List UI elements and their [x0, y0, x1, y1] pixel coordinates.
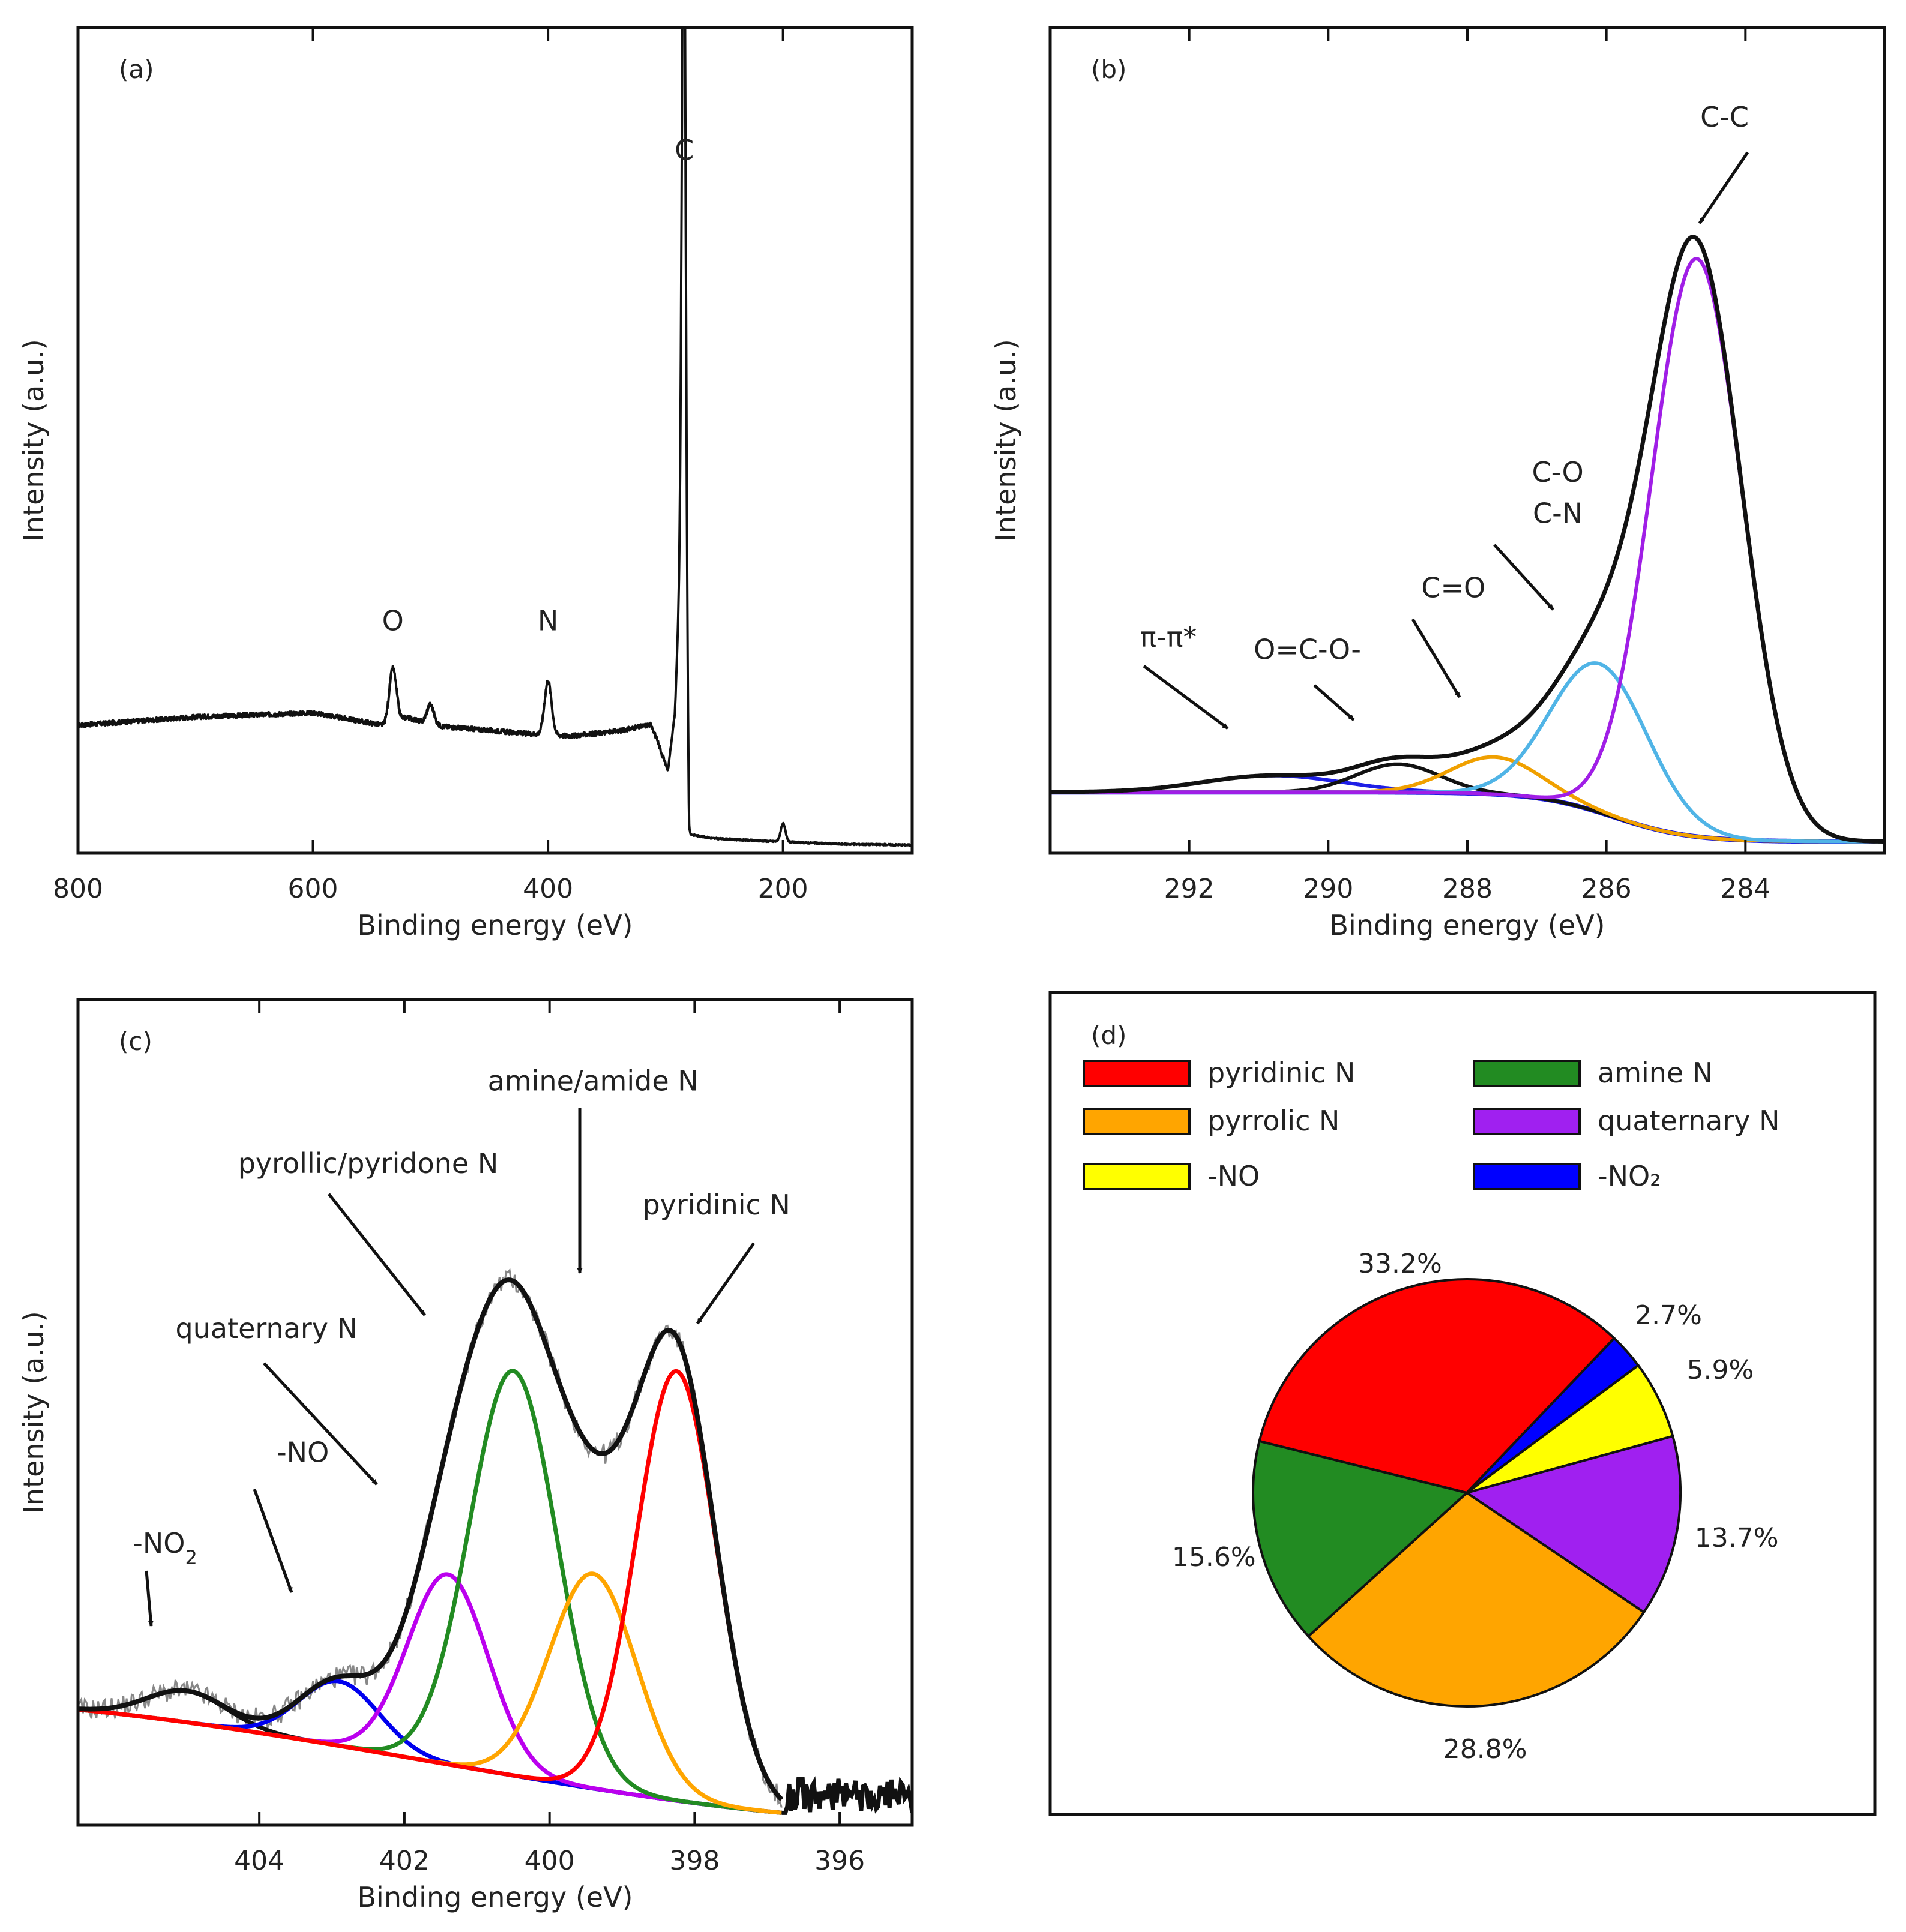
- arrow-no: [253, 1489, 293, 1593]
- panel-a-xtick-label: 600: [288, 874, 338, 904]
- panel-b-xtick-label: 286: [1581, 874, 1632, 904]
- pie-slice-2: [1466, 1364, 1674, 1494]
- arrow-o-c-o: [1313, 684, 1355, 721]
- panel-b-xtick-label: 290: [1303, 874, 1353, 904]
- arrow-pyridinic-n: [696, 1242, 756, 1325]
- legend-label-0: pyridinic N: [1207, 1057, 1355, 1089]
- legend-swatch-2: [1083, 1108, 1191, 1135]
- panel-b-c1s-spectrum: C-C C-O C-N C=O O=C-O-π-π* 292 290 288 286 284 (…: [990, 26, 1886, 941]
- legend-label-2: pyrrolic N: [1207, 1105, 1339, 1137]
- annot-amine-amide-n: amine/amide N: [488, 1064, 699, 1097]
- panel-c-xlabel: Binding energy (eV): [357, 1881, 633, 1913]
- annot-c-n: C-N: [1533, 497, 1583, 530]
- arrow-pyrollic-pyridone-n: [328, 1193, 426, 1316]
- panel-c-xtick-label: 398: [669, 1846, 720, 1876]
- panel-b-xtick-label: 288: [1442, 874, 1493, 904]
- legend-swatch-5: [1473, 1163, 1581, 1190]
- legend-label-3: quaternary N: [1598, 1105, 1780, 1137]
- peak-label-c: C: [675, 134, 694, 166]
- pie-pct-label-3: 13.7%: [1695, 1523, 1779, 1553]
- panel-a-tag: (a): [119, 55, 154, 84]
- arrow-quaternary-n: [263, 1362, 378, 1486]
- panel-c-ylabel: Intensity (a.u.): [17, 1311, 50, 1513]
- annot-quaternary-n: quaternary N: [176, 1312, 358, 1345]
- legend-swatch-3: [1473, 1108, 1581, 1135]
- arrow-pi-pi-star: [1143, 664, 1229, 730]
- panel-c-n1s-spectrum: amine/amide N pyrollic/pyridone N pyridini…: [17, 998, 914, 1913]
- annot-c-double-o: C=O: [1421, 571, 1485, 604]
- annot-pi-pi-star: π-π*: [1140, 621, 1197, 653]
- arrow-c-o: [1493, 544, 1554, 611]
- panel-a-frame: [76, 26, 914, 855]
- panel-c-xtick-label: 404: [234, 1846, 284, 1876]
- panel-c-xtick-label: 400: [525, 1846, 575, 1876]
- legend-label-1: amine N: [1598, 1057, 1713, 1089]
- panel-b-xtick-label: 292: [1164, 874, 1215, 904]
- annot-o-c-o: O=C-O-: [1254, 634, 1361, 666]
- n1s-envelope-line: [79, 1277, 784, 1801]
- peak-label-o: O: [382, 604, 404, 637]
- panel-a-xtick-label: 800: [53, 874, 103, 904]
- pie-pct-label-0: 33.2%: [1358, 1249, 1442, 1279]
- pie-slice-5: [1252, 1439, 1468, 1638]
- n1s-component-0: [79, 1369, 783, 1801]
- panel-c-frame: [76, 998, 914, 1827]
- legend-swatch-0: [1083, 1060, 1191, 1087]
- pie-pct-label-2: 5.9%: [1687, 1355, 1754, 1385]
- peak-label-n: N: [538, 604, 558, 637]
- panel-d-nitrogen-pie: (d) pyridinic N amine N pyrrolic N quaterna…: [1048, 991, 1877, 1816]
- panel-d-tag: (d): [1091, 1021, 1126, 1050]
- panel-b-tag: (b): [1091, 55, 1126, 84]
- panel-a-ylabel: Intensity (a.u.): [17, 339, 50, 541]
- legend-label-5: -NO₂: [1598, 1160, 1661, 1192]
- panel-b-ylabel: Intensity (a.u.): [990, 339, 1022, 541]
- n1s-tail-noise-line: [781, 1776, 911, 1815]
- pie-pct-label-5: 15.6%: [1172, 1542, 1256, 1573]
- survey-spectrum-line: [79, 29, 911, 847]
- panel-c-tag: (c): [119, 1027, 152, 1056]
- panel-d-pie: 33.2% 2.7% 5.9% 13.7% 28.8% 15.6%: [1172, 1249, 1779, 1765]
- pie-slice-3: [1466, 1435, 1682, 1614]
- annot-c-c: C-C: [1700, 101, 1749, 133]
- panel-a-xlabel: Binding energy (eV): [357, 909, 633, 941]
- annot-pyrollic-pyridone-n: pyrollic/pyridone N: [238, 1147, 499, 1180]
- panel-a-xtick-label: 200: [758, 874, 808, 904]
- pie-pct-label-4: 28.8%: [1443, 1734, 1527, 1765]
- panel-d-legend: pyridinic N amine N pyrrolic N quaternary N…: [1083, 1057, 1780, 1192]
- panel-b-xtick-label: 284: [1720, 874, 1770, 904]
- arrow-c-double-o: [1411, 618, 1461, 698]
- legend-swatch-1: [1473, 1060, 1581, 1087]
- panel-a-survey-spectrum: O N C 800 600 400 200 (a) Binding energy (eV)…: [17, 26, 914, 941]
- panel-c-xtick-label: 396: [814, 1846, 865, 1876]
- panel-c-xtick-label: 402: [379, 1846, 430, 1876]
- panel-a-xtick-label: 400: [523, 874, 573, 904]
- arrow-c-c: [1698, 151, 1749, 224]
- pie-pct-label-1: 2.7%: [1635, 1300, 1702, 1331]
- annot-c-o: C-O: [1532, 456, 1583, 488]
- panel-b-xlabel: Binding energy (eV): [1329, 909, 1605, 941]
- pie-slice-0: [1258, 1278, 1616, 1494]
- pie-slice-4: [1307, 1492, 1646, 1708]
- annot-no: -NO: [277, 1436, 329, 1469]
- annot-no2-subscript: 2: [185, 1546, 197, 1569]
- arrow-no2: [145, 1570, 154, 1627]
- legend-label-4: -NO: [1207, 1160, 1260, 1192]
- annot-pyridinic-n: pyridinic N: [642, 1189, 790, 1221]
- legend-swatch-4: [1083, 1163, 1191, 1190]
- c1s-envelope-line: [1051, 235, 1883, 844]
